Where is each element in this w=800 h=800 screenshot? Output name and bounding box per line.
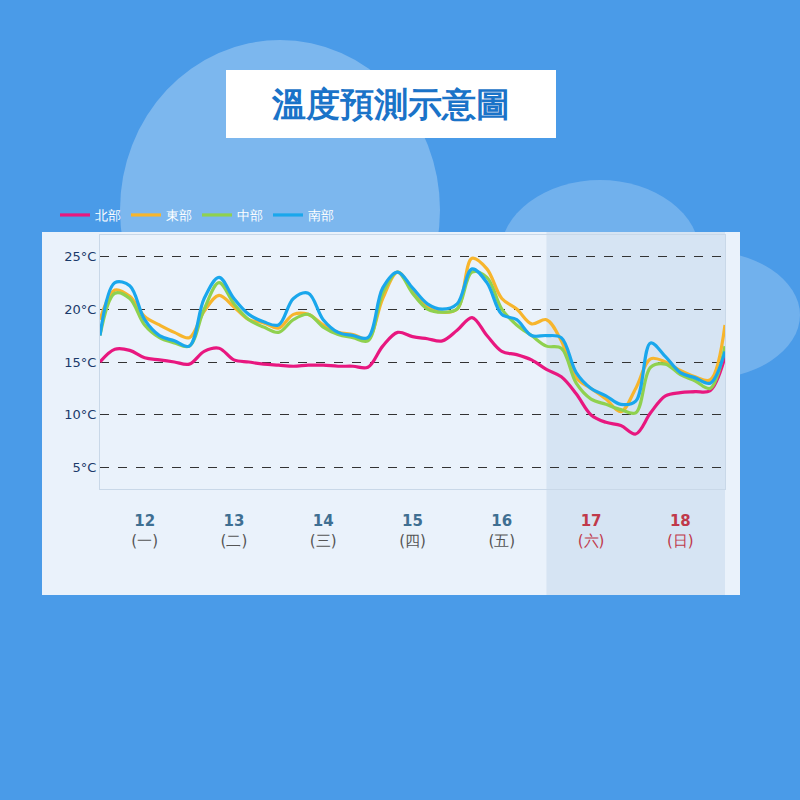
svg-text:15°C: 15°C: [64, 355, 96, 370]
svg-text:12(一): 12(一): [131, 512, 158, 550]
svg-text:北部: 北部: [95, 208, 121, 223]
svg-text:17(六): 17(六): [578, 512, 605, 550]
svg-text:13(二): 13(二): [221, 512, 248, 550]
svg-text:20°C: 20°C: [64, 302, 96, 317]
svg-text:溫度預測示意圖: 溫度預測示意圖: [271, 84, 510, 124]
svg-text:5°C: 5°C: [73, 460, 97, 475]
svg-text:16(五): 16(五): [488, 512, 515, 550]
svg-text:東部: 東部: [166, 208, 192, 223]
svg-text:15(四): 15(四): [399, 512, 426, 550]
svg-text:18(日): 18(日): [667, 512, 694, 550]
svg-text:10°C: 10°C: [64, 407, 96, 422]
svg-text:中部: 中部: [237, 208, 263, 223]
svg-text:南部: 南部: [308, 208, 334, 223]
svg-text:14(三): 14(三): [310, 512, 337, 550]
svg-text:25°C: 25°C: [64, 249, 96, 264]
